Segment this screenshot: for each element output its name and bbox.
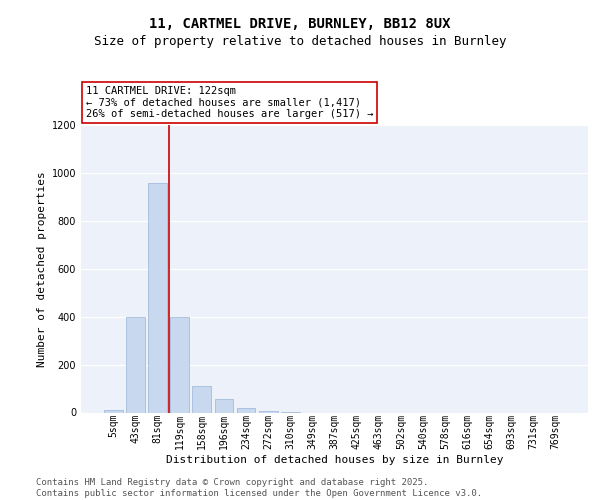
Y-axis label: Number of detached properties: Number of detached properties (37, 171, 47, 366)
Bar (126, 316, 145, 412)
Text: 11, CARTMEL DRIVE, BURNLEY, BB12 8UX: 11, CARTMEL DRIVE, BURNLEY, BB12 8UX (149, 18, 451, 32)
Bar (236, 408, 256, 412)
Bar (193, 386, 211, 412)
Bar (104, 410, 123, 412)
Bar (259, 410, 278, 412)
Text: Contains HM Land Registry data © Crown copyright and database right 2025.
Contai: Contains HM Land Registry data © Crown c… (36, 478, 482, 498)
Bar (215, 400, 233, 412)
X-axis label: Distribution of detached houses by size in Burnley: Distribution of detached houses by size … (166, 454, 503, 464)
Bar (148, 182, 167, 412)
Text: Size of property relative to detached houses in Burnley: Size of property relative to detached ho… (94, 35, 506, 48)
Text: 11 CARTMEL DRIVE: 122sqm
← 73% of detached houses are smaller (1,417)
26% of sem: 11 CARTMEL DRIVE: 122sqm ← 73% of detach… (86, 86, 374, 119)
Bar (170, 316, 189, 412)
